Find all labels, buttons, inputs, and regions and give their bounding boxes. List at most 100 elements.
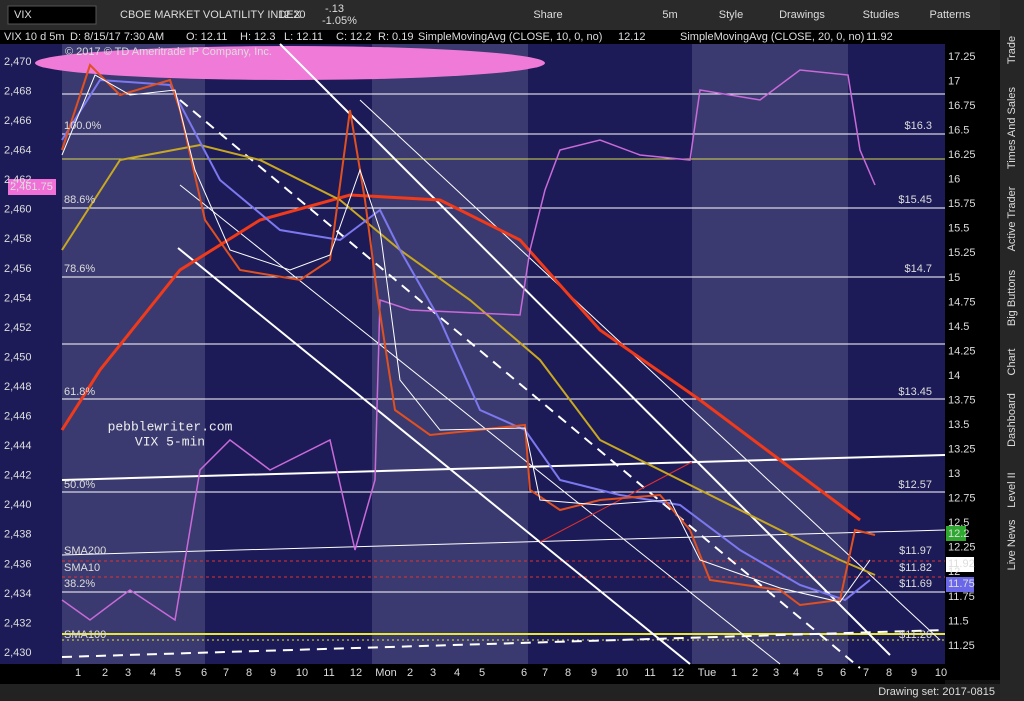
x-axis-label: Mon <box>375 667 396 679</box>
left-axis-label: 2,440 <box>4 499 32 511</box>
x-axis-label: 8 <box>565 667 571 679</box>
trend-line <box>61 454 946 481</box>
x-axis-label: 11 <box>644 667 655 679</box>
trend-line <box>279 43 891 656</box>
left-axis-label: 2,466 <box>4 115 32 127</box>
x-axis-label: 8 <box>886 667 892 679</box>
side-tab[interactable]: Big Buttons <box>1006 269 1018 326</box>
left-axis-label: 2,436 <box>4 558 32 570</box>
annotation: VIX 5-min <box>135 434 205 449</box>
header-open: O: 12.11 <box>186 31 227 43</box>
x-axis-label: 7 <box>223 667 229 679</box>
price-tag <box>946 557 974 572</box>
right-axis-label: 12.5 <box>948 517 969 529</box>
header-low: L: 12.11 <box>284 31 323 43</box>
x-axis-label: 7 <box>542 667 548 679</box>
x-axis-label: 5 <box>817 667 823 679</box>
x-axis-label: 5 <box>479 667 485 679</box>
toolbar-button[interactable]: Studies <box>863 9 900 21</box>
right-axis-label: 14 <box>948 370 960 382</box>
toolbar <box>0 0 1000 30</box>
x-axis-label: 4 <box>150 667 156 679</box>
x-axis-label: 6 <box>201 667 207 679</box>
x-axis-label: 12 <box>672 667 684 679</box>
x-axis-label: 9 <box>911 667 917 679</box>
scrollbar[interactable] <box>0 684 1000 701</box>
right-axis-label: 14.75 <box>948 296 976 308</box>
x-axis-label: 2 <box>752 667 758 679</box>
x-axis-label: 4 <box>454 667 460 679</box>
right-axis-label: 16.75 <box>948 100 976 112</box>
toolbar-button[interactable]: Style <box>719 9 743 21</box>
x-axis-label: 1 <box>75 667 81 679</box>
right-axis-label: 11.25 <box>948 640 975 652</box>
fib-label: 78.6% <box>64 263 95 275</box>
header-study1-value: 12.12 <box>618 31 646 43</box>
sma100-line <box>61 143 876 576</box>
symbol-box[interactable] <box>7 5 97 25</box>
right-axis-label: 15.75 <box>948 198 976 210</box>
x-axis-label: 10 <box>296 667 308 679</box>
drawing-set: Drawing set: 2017-0815 <box>878 686 995 698</box>
toolbar-button[interactable]: Patterns <box>930 9 971 21</box>
right-axis-label: 17 <box>948 75 960 87</box>
x-axis-label: 3 <box>125 667 131 679</box>
right-price-tag: 11.75 <box>948 578 975 590</box>
level-label: $11.69 <box>899 578 932 590</box>
x-axis-label: 8 <box>246 667 252 679</box>
left-axis-label: 2,454 <box>4 292 32 304</box>
toolbar-button[interactable]: 5m <box>662 9 677 21</box>
side-tab[interactable]: Times And Sales <box>1006 86 1018 169</box>
sma-label: SMA100 <box>64 629 106 641</box>
level-label: $11.97 <box>899 545 932 557</box>
x-axis-label: 1 <box>731 667 737 679</box>
side-tab[interactable]: Chart <box>1006 349 1018 376</box>
right-axis-label: 14.5 <box>948 321 969 333</box>
level-label: $12.57 <box>898 479 932 491</box>
left-axis-label: 2,448 <box>4 381 32 393</box>
side-tab[interactable]: Level II <box>1006 472 1018 507</box>
right-price-tag: 12.2 <box>948 528 969 540</box>
last-price: 12.20 <box>278 9 306 21</box>
x-axis-label: 6 <box>840 667 846 679</box>
header-bar <box>0 30 1000 44</box>
x-axis-label: 2 <box>407 667 413 679</box>
x-axis-label: 11 <box>323 667 334 679</box>
level-label: $14.7 <box>904 263 932 275</box>
sma200-line <box>60 193 861 522</box>
watermark: © 2017 © TD Ameritrade IP Company, Inc. <box>65 46 272 58</box>
right-axis-label: 15.5 <box>948 223 969 235</box>
right-axis-label: 16.25 <box>948 149 976 161</box>
toolbar-button[interactable]: Drawings <box>779 9 825 21</box>
header-range: R: 0.19 <box>378 31 413 43</box>
session-band <box>372 44 528 666</box>
toolbar-button[interactable]: Share <box>533 9 562 21</box>
side-tab[interactable]: Live News <box>1006 519 1018 570</box>
left-axis-label: 2,464 <box>4 145 32 157</box>
side-panel <box>1000 0 1024 701</box>
trend-line <box>177 247 691 665</box>
x-axis-label: 12 <box>350 667 362 679</box>
side-tab[interactable]: Trade <box>1006 36 1018 64</box>
change-pct: -1.05% <box>322 15 357 27</box>
left-axis-label: 2,432 <box>4 617 32 629</box>
level-label: $16.3 <box>904 120 932 132</box>
fib-label: 38.2% <box>64 578 95 590</box>
side-tab[interactable]: Active Trader <box>1006 186 1018 251</box>
left-axis-label: 2,446 <box>4 411 32 423</box>
side-tab[interactable]: Dashboard <box>1006 393 1018 447</box>
left-axis-label: 2,462 <box>4 174 32 186</box>
trend-line <box>179 99 861 669</box>
sma10-line <box>61 74 871 603</box>
level-label: $13.45 <box>898 386 932 398</box>
x-axis-label: Tue <box>698 667 717 679</box>
right-axis-label: 16 <box>948 174 960 186</box>
header-study2: SimpleMovingAvg (CLOSE, 20, 0, no) <box>680 31 864 43</box>
right-axis-label: 11.5 <box>948 615 969 627</box>
price-tag <box>8 179 56 195</box>
x-axis-label: 9 <box>270 667 276 679</box>
trend-line <box>359 99 941 641</box>
right-axis-label: 15.25 <box>948 247 976 259</box>
symbol: VIX <box>14 9 32 21</box>
